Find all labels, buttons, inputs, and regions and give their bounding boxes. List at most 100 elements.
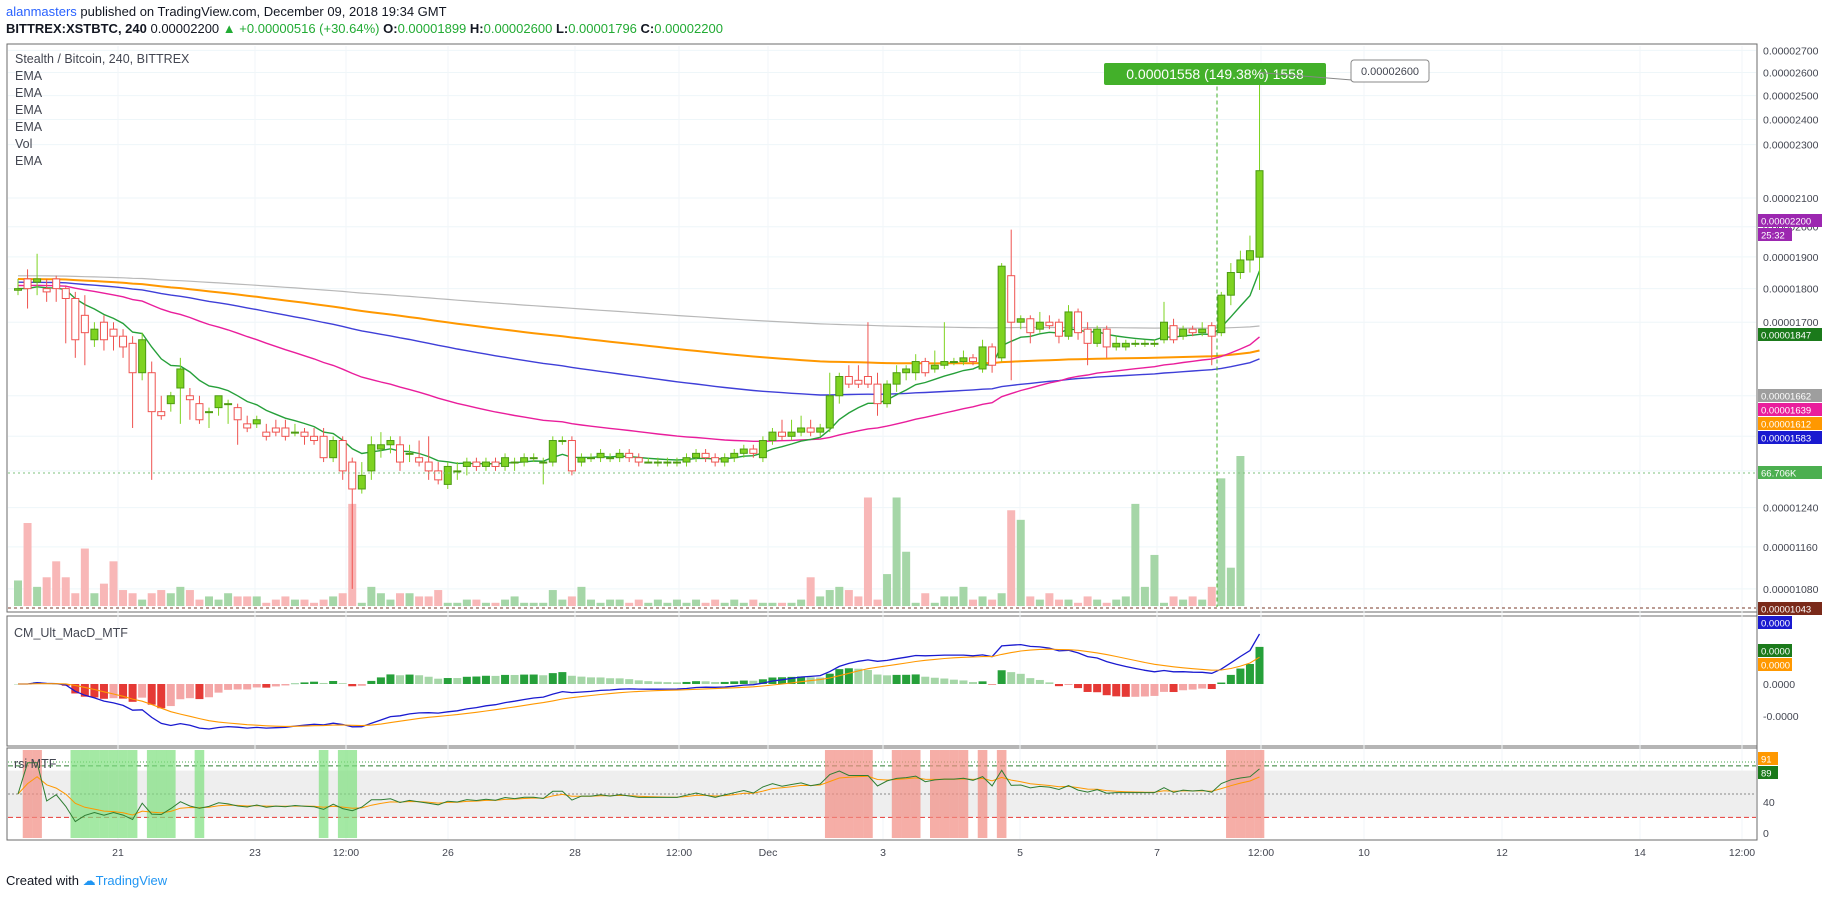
volume-bar bbox=[778, 602, 786, 606]
legend-ema-2[interactable]: EMA bbox=[15, 86, 43, 100]
volume-bar bbox=[71, 593, 80, 606]
volume-bar bbox=[357, 602, 366, 606]
rsi-pane-label[interactable]: rsi MTF bbox=[14, 757, 57, 771]
volume-bar bbox=[462, 599, 471, 606]
macd-histogram-bar bbox=[978, 681, 987, 684]
candle-body bbox=[510, 461, 519, 464]
volume-bar bbox=[806, 577, 815, 606]
ema-pink-line bbox=[17, 284, 1260, 442]
volume-bar bbox=[892, 497, 901, 606]
macd-histogram-bar bbox=[224, 684, 233, 690]
rsi-overbought-zone bbox=[939, 750, 950, 838]
volume-bar bbox=[1179, 599, 1188, 606]
volume-bar bbox=[1102, 602, 1111, 606]
candle-body bbox=[1198, 328, 1207, 334]
rsi-oversold-zone bbox=[156, 750, 167, 838]
candle-body bbox=[1160, 321, 1168, 341]
macd-histogram-bar bbox=[510, 674, 519, 684]
macd-histogram-bar bbox=[892, 674, 901, 684]
candle-body bbox=[1179, 328, 1188, 337]
volume-bar bbox=[911, 602, 920, 606]
volume-bar bbox=[481, 602, 490, 606]
candle-body bbox=[978, 346, 987, 370]
author-link[interactable]: alanmasters bbox=[6, 4, 77, 19]
macd-histogram-bar bbox=[720, 681, 729, 684]
candle-body bbox=[224, 403, 233, 406]
volume-bar bbox=[854, 596, 863, 606]
volume-bar bbox=[80, 548, 89, 606]
candle-body bbox=[921, 361, 930, 374]
candle-body bbox=[720, 457, 729, 463]
volume-bar bbox=[1064, 599, 1073, 606]
time-tick-label: 28 bbox=[569, 847, 581, 859]
candle-body bbox=[1217, 294, 1226, 334]
candle-body bbox=[997, 265, 1006, 359]
macd-histogram-bar bbox=[959, 680, 968, 684]
rsi-label-tag bbox=[1758, 752, 1778, 765]
candle-body bbox=[577, 457, 586, 463]
legend-vol[interactable]: Vol bbox=[15, 137, 33, 151]
volume-bar bbox=[119, 590, 128, 606]
candle-body bbox=[825, 395, 834, 429]
candle-body bbox=[329, 440, 338, 459]
volume-bar bbox=[816, 596, 825, 606]
legend-ema-3[interactable]: EMA bbox=[15, 103, 43, 117]
volume-bar bbox=[672, 599, 681, 606]
tradingview-link[interactable]: TradingView bbox=[95, 873, 168, 888]
macd-histogram-bar bbox=[367, 680, 376, 684]
volume-bar bbox=[1026, 596, 1035, 606]
volume-bar bbox=[472, 599, 481, 606]
candle-body bbox=[481, 461, 490, 467]
volume-bar bbox=[443, 602, 452, 606]
macd-histogram-bar bbox=[825, 673, 834, 684]
candle-body bbox=[1131, 342, 1140, 345]
candle-body bbox=[348, 461, 357, 490]
legend-ema-5[interactable]: EMA bbox=[15, 154, 43, 168]
volume-bar bbox=[959, 586, 968, 606]
volume-bar bbox=[300, 599, 309, 606]
time-tick-label: 12:00 bbox=[333, 847, 359, 859]
macd-histogram-bar bbox=[1102, 684, 1111, 696]
price-label-text: 0.00002200 bbox=[1761, 217, 1811, 228]
candle-body bbox=[1121, 342, 1130, 348]
macd-histogram-bar bbox=[262, 684, 271, 688]
candle-body bbox=[119, 335, 128, 348]
volume-bar bbox=[1236, 456, 1245, 606]
macd-pane-label[interactable]: CM_Ult_MacD_MTF bbox=[14, 626, 128, 640]
macd-histogram-bar bbox=[1054, 684, 1063, 687]
rsi-tick-label: 40 bbox=[1763, 797, 1775, 809]
volume-bar bbox=[424, 596, 433, 606]
indicator-legend: Stealth / Bitcoin, 240, BITTREX EMA EMA … bbox=[15, 51, 189, 170]
candle-body bbox=[1226, 272, 1235, 296]
volume-bar bbox=[873, 599, 882, 606]
volume-bar bbox=[711, 599, 720, 606]
symbol-label: BITTREX:XSTBTC, 240 bbox=[6, 21, 147, 36]
volume-bar bbox=[214, 599, 223, 606]
macd-histogram-bar bbox=[854, 668, 863, 684]
rsi-overbought-zone bbox=[853, 750, 864, 838]
candle-body bbox=[367, 444, 376, 472]
macd-histogram-bar bbox=[778, 677, 786, 684]
macd-histogram-bar bbox=[758, 679, 767, 684]
candle-body bbox=[988, 346, 997, 366]
macd-histogram-bar bbox=[376, 677, 385, 684]
volume-bar bbox=[1198, 599, 1207, 606]
macd-histogram-bar bbox=[1007, 672, 1016, 684]
legend-ema-1[interactable]: EMA bbox=[15, 69, 43, 83]
macd-signal-line bbox=[18, 648, 1260, 727]
macd-histogram-bar bbox=[835, 669, 844, 684]
macd-histogram-bar bbox=[1035, 679, 1044, 684]
macd-histogram-bar bbox=[1160, 684, 1168, 692]
candle-body bbox=[1054, 321, 1063, 337]
volume-bar bbox=[42, 577, 51, 606]
macd-histogram-bar bbox=[844, 668, 853, 684]
legend-ema-4[interactable]: EMA bbox=[15, 120, 43, 134]
candle-body bbox=[90, 328, 99, 341]
candle-body bbox=[854, 379, 863, 385]
macd-histogram-bar bbox=[109, 684, 118, 699]
macd-histogram-bar bbox=[558, 672, 567, 684]
candle-body bbox=[338, 440, 347, 472]
volume-bar bbox=[1150, 554, 1159, 606]
macd-histogram-bar bbox=[396, 675, 404, 684]
